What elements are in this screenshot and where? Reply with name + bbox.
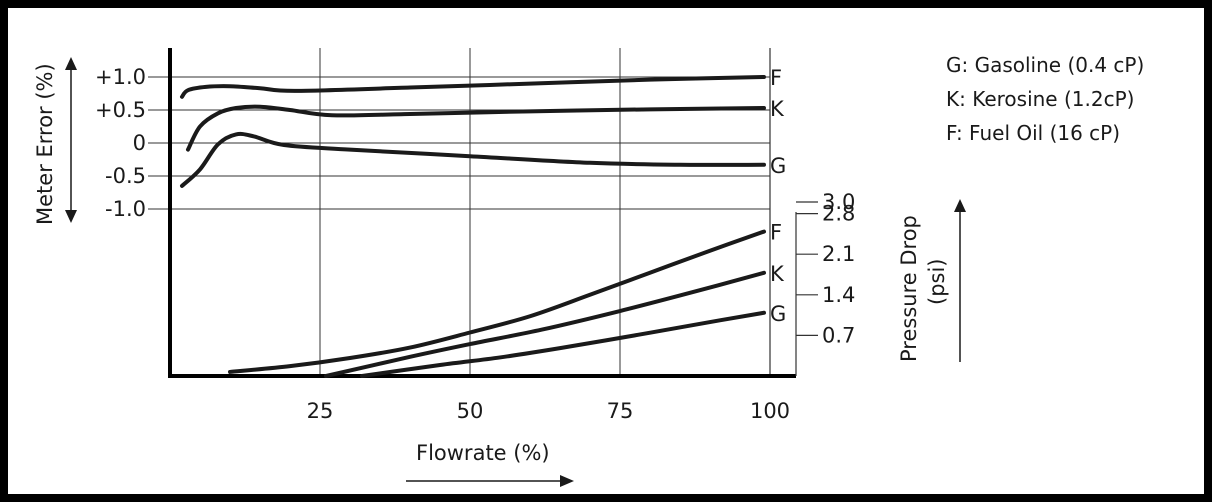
flowrate-tick-label: 75	[607, 399, 634, 423]
pressure-tick-label: 3.0	[822, 190, 855, 214]
legend-entry-kerosine: K: Kerosine (1.2cP)	[946, 87, 1134, 111]
legend-entry-fuel-oil: F: Fuel Oil (16 cP)	[946, 121, 1120, 145]
pressure-tick-label: 1.4	[822, 283, 855, 307]
x-axis-arrow	[406, 475, 574, 487]
pressure-drop-curve-label-k: K	[770, 262, 785, 286]
meter-error-tick-label: 0	[133, 131, 146, 155]
meter-error-axis-arrow	[65, 57, 77, 223]
meter-error-curve-label-g: G	[770, 154, 786, 178]
meter-error-curve-k	[186, 104, 766, 152]
meter-error-curve-label-f: F	[770, 66, 782, 90]
pressure-tick-label: 2.8	[822, 202, 855, 226]
meter-error-curve-label-k: K	[770, 97, 785, 121]
meter-error-tick-label: +0.5	[95, 98, 146, 122]
flowrate-tick-label: 100	[750, 399, 790, 423]
pressure-tick-label: 2.1	[822, 242, 855, 266]
x-axis-title: Flowrate (%)	[416, 441, 550, 465]
pressure-drop-curve-label-g: G	[770, 302, 786, 326]
pressure-drop-curve-k	[324, 270, 766, 378]
axes-layer	[168, 48, 818, 378]
labels-layer: +1.0 +0.5 0 -0.5 -1.0 25 50 75 100 3.02.8 2.1 1.4 0.…	[95, 65, 855, 423]
meter-error-tick-label: -0.5	[105, 164, 146, 188]
pressure-axis-arrow	[954, 199, 966, 362]
meter-error-curve-g	[180, 131, 766, 188]
flowrate-tick-label: 25	[307, 399, 334, 423]
meter-error-tick-label: +1.0	[95, 65, 146, 89]
pressure-axis-title-line1: Pressure Drop	[897, 215, 921, 362]
pressure-drop-curve-f	[228, 229, 766, 374]
meter-error-tick-label: -1.0	[105, 197, 146, 221]
legend: G: Gasoline (0.4 cP) K: Kerosine (1.2cP)…	[946, 53, 1144, 145]
pressure-axis-title-line2: (psi)	[925, 259, 949, 306]
flowrate-tick-label: 50	[457, 399, 484, 423]
meter-error-curve-f	[180, 75, 766, 99]
meter-error-axis-title: Meter Error (%)	[33, 63, 57, 225]
grid-layer	[148, 48, 771, 376]
pressure-tick-label: 0.7	[822, 323, 855, 347]
legend-entry-gasoline: G: Gasoline (0.4 cP)	[946, 53, 1144, 77]
pressure-drop-curve-label-f: F	[770, 221, 782, 245]
pressure-drop-curve-g	[360, 310, 766, 378]
curves-layer	[180, 75, 766, 378]
